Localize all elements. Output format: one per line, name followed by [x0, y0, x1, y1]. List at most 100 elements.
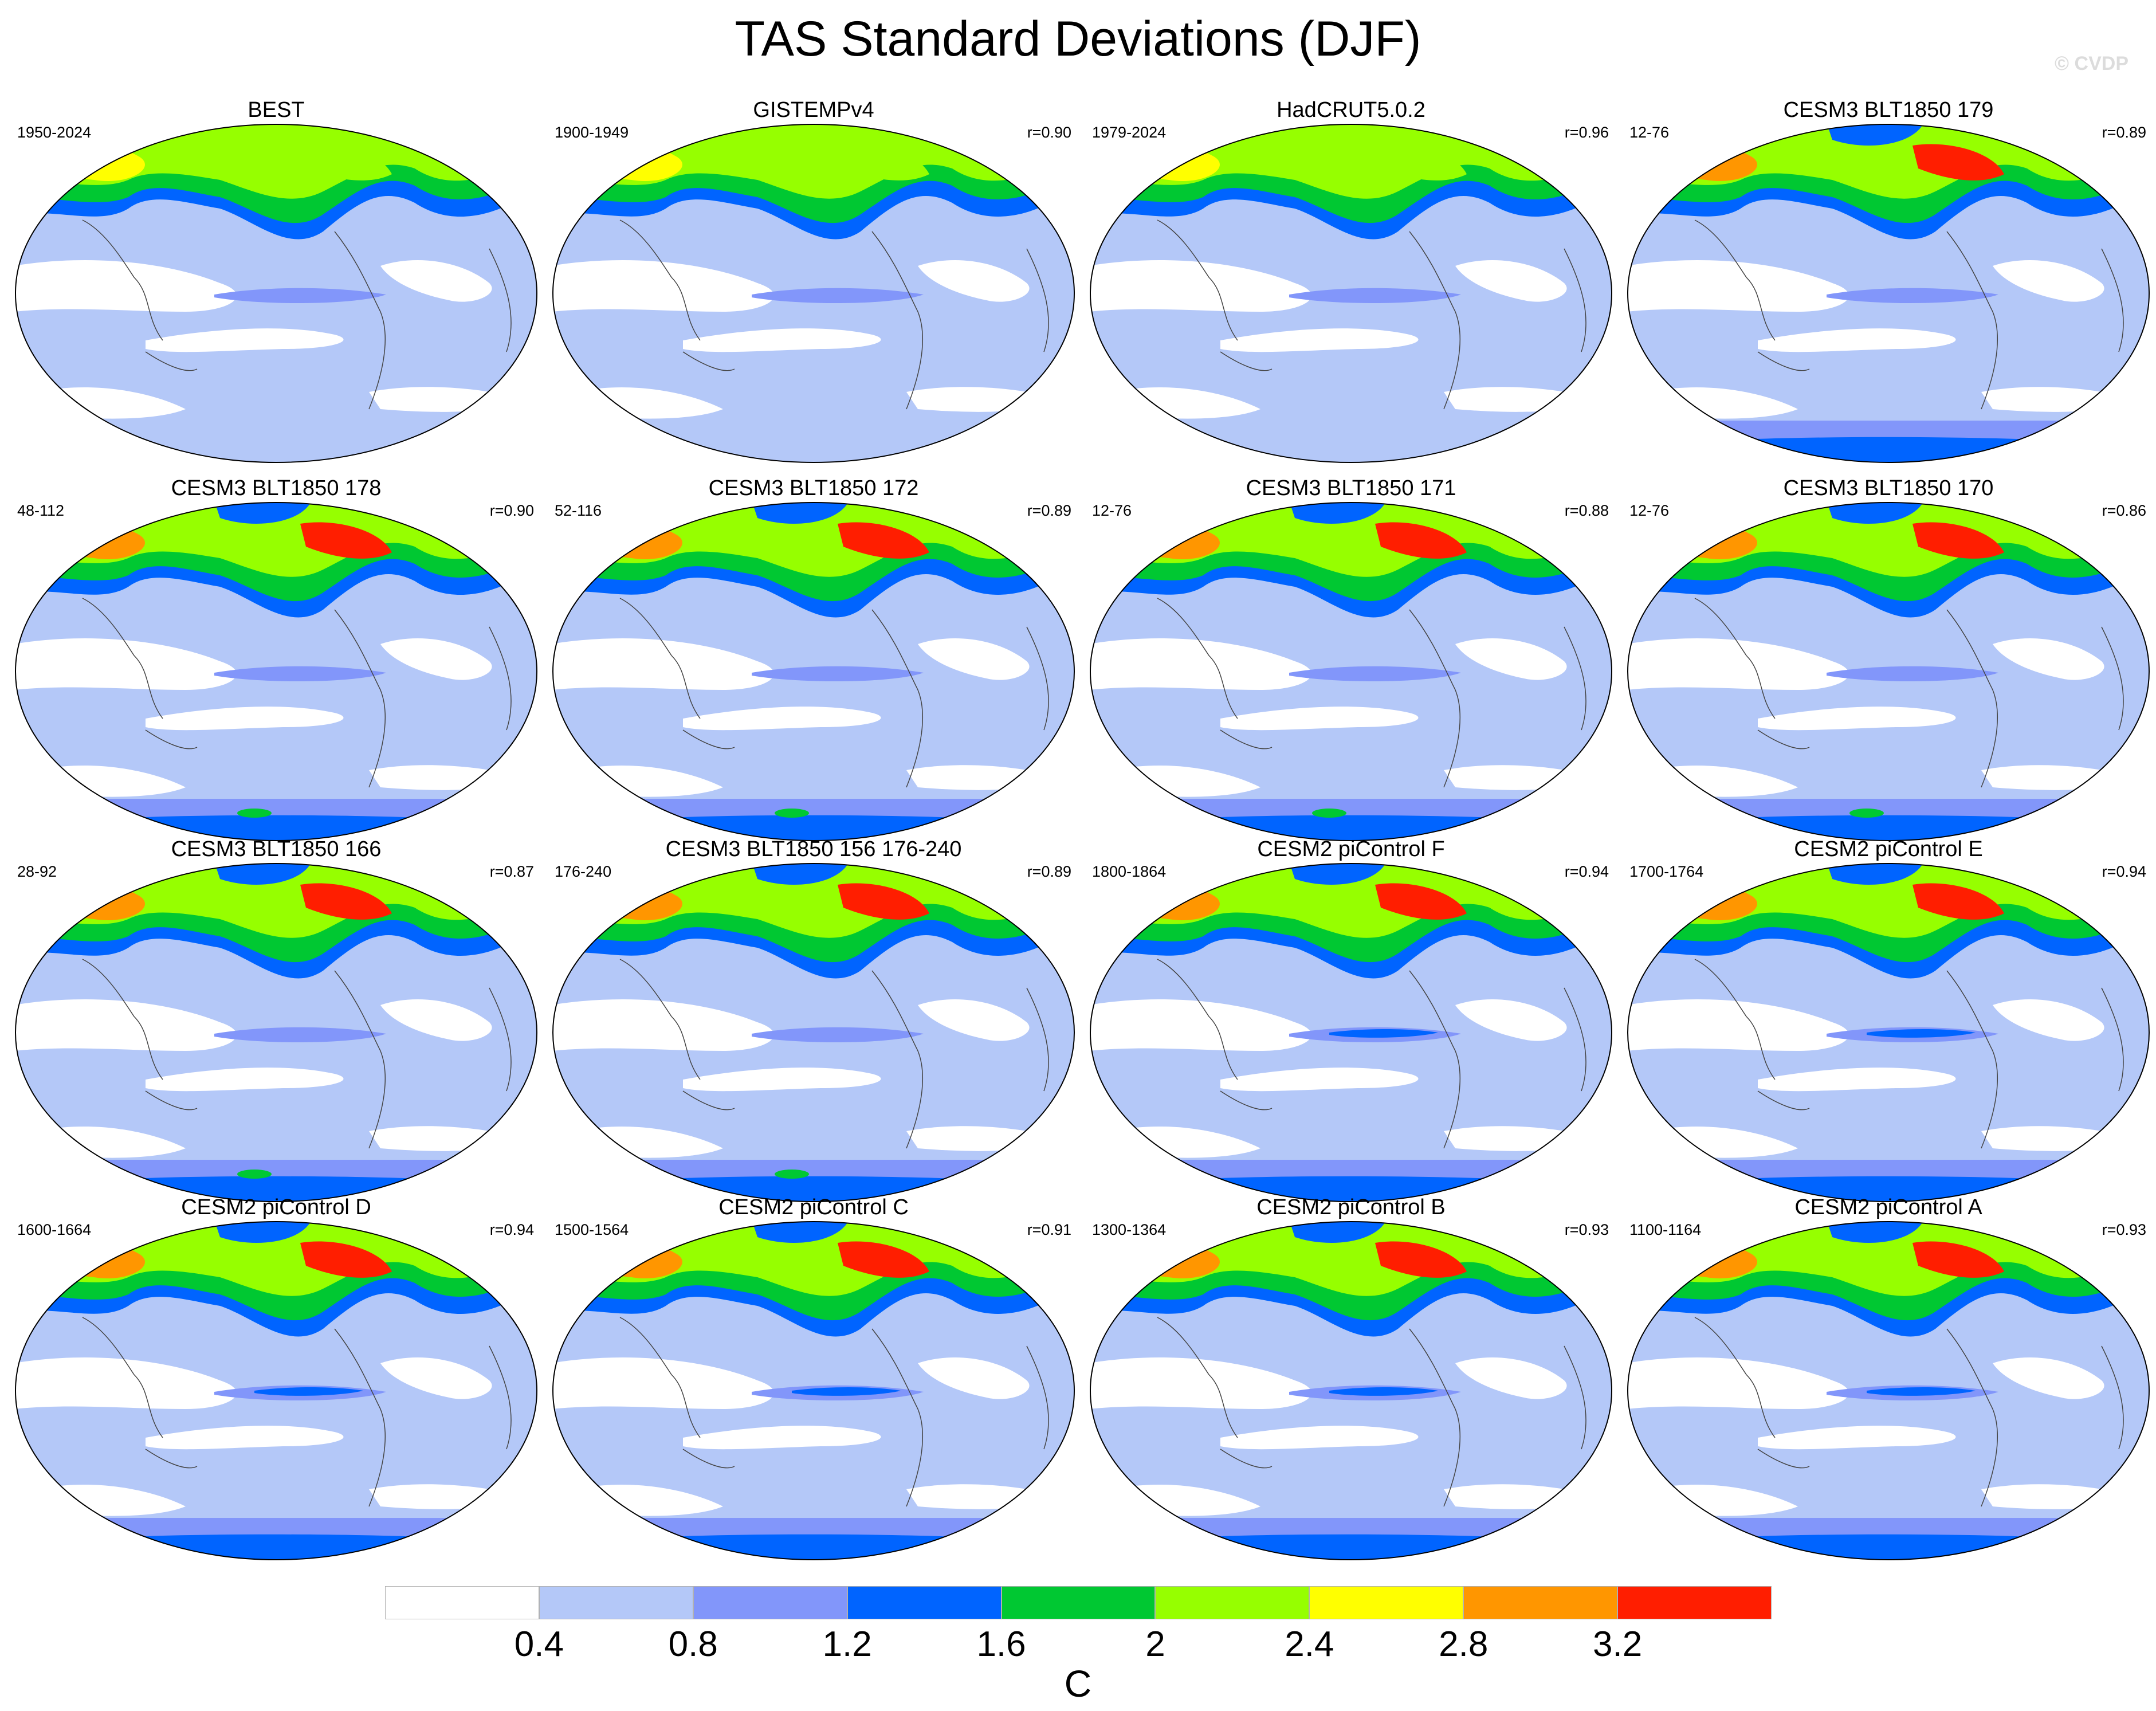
north-america-max [838, 883, 929, 920]
coastline-australia [682, 729, 735, 749]
enso-core [1329, 1029, 1438, 1038]
low-band-south-east [1981, 1484, 2130, 1509]
panel-years: 1950-2024 [17, 124, 92, 141]
arctic-ocean-low [214, 503, 312, 524]
low-band-south-east [1444, 1126, 1593, 1151]
coastline-americas [334, 1328, 386, 1507]
panel-years: 1979-2024 [1092, 124, 1167, 141]
map-border [15, 502, 537, 841]
panel-years: 48-112 [17, 502, 65, 519]
panel-correlation: r=0.90 [489, 502, 534, 519]
low-band-west [15, 1357, 237, 1409]
panel-correlation: r=0.96 [1564, 124, 1609, 141]
low-band-south-east [1444, 387, 1593, 412]
panel-title: HadCRUT5.0.2 [1277, 98, 1425, 122]
low-band-pacific [146, 707, 344, 731]
world-map [15, 863, 537, 1202]
colorbar-tick-label: 0.4 [514, 1624, 564, 1664]
low-band-atlantic [380, 638, 492, 680]
coastline-asia [619, 598, 701, 719]
colorbar [385, 1586, 1772, 1619]
colorbar-swatch [385, 1586, 539, 1619]
map-panel: CESM3 BLT1850 166 28-92 r=0.87 [7, 837, 545, 1209]
low-band-atlantic [1455, 638, 1567, 680]
north-america-max [838, 144, 929, 180]
low-band-west [553, 1357, 774, 1409]
coastline-americas [1946, 231, 1998, 410]
coastline-australia [145, 1090, 198, 1110]
low-band-pacific [1220, 328, 1419, 352]
panel-years: 176-240 [555, 863, 612, 880]
siberia-peak [1660, 888, 1723, 907]
antarctic-band [25, 1534, 529, 1560]
arctic-ocean-low [1827, 864, 1924, 885]
coastline-americas [334, 609, 386, 788]
coastline-americas [1409, 970, 1461, 1149]
coastline-australia [1220, 351, 1273, 371]
coastline-africa [2101, 626, 2124, 731]
siberia-peak [586, 1246, 649, 1265]
colorbar-unit: C [1064, 1662, 1092, 1705]
eurasia-max [31, 1237, 145, 1278]
map-border [15, 863, 537, 1202]
eurasia-max [1106, 1237, 1220, 1278]
low-band-west [15, 638, 237, 690]
eurasia-max [31, 139, 145, 181]
arctic-ocean-low [752, 864, 849, 885]
world-map [1627, 863, 2150, 1202]
coastline-asia [82, 219, 163, 341]
panel-years: 1700-1764 [1629, 863, 1704, 880]
panel-correlation: r=0.94 [1564, 863, 1609, 880]
low-band-atlantic [918, 638, 1030, 680]
map-border [1627, 863, 2150, 1202]
coastline-americas [1946, 1328, 1998, 1507]
panel-correlation: r=0.89 [1027, 502, 1071, 519]
antarctic-spot [775, 809, 809, 818]
map-panel: CESM2 piControl F 1800-1864 r=0.94 [1082, 837, 1620, 1209]
low-band-west [1628, 999, 1849, 1051]
colorbar-swatch [1001, 1586, 1156, 1619]
colorbar-swatch [847, 1586, 1002, 1619]
map-border [1090, 124, 1612, 463]
eurasia-max [1643, 517, 1757, 559]
eurasia-max [568, 1237, 682, 1278]
map-border [552, 1221, 1075, 1560]
coastline-asia [1157, 598, 1238, 719]
panel-correlation: r=0.91 [1027, 1221, 1071, 1238]
coastline-asia [619, 219, 701, 341]
colorbar-swatch [1309, 1586, 1464, 1619]
world-map [1090, 1221, 1612, 1560]
eurasia-max [1643, 878, 1757, 920]
panel-years: 12-76 [1092, 502, 1132, 519]
low-band-pacific [1758, 1426, 1956, 1450]
enso-tongue [214, 288, 386, 304]
coastline-asia [82, 1317, 163, 1438]
world-map [1090, 502, 1612, 841]
coastline-australia [1220, 1090, 1273, 1110]
panel-title: CESM3 BLT1850 170 [1783, 476, 1994, 500]
southern-band [553, 421, 1074, 462]
low-band-south-east [906, 387, 1055, 412]
low-band-pacific [146, 328, 344, 352]
low-band-atlantic [380, 1357, 492, 1399]
antarctic-band [563, 1534, 1067, 1560]
coastline-asia [619, 959, 701, 1080]
panel-years: 12-76 [1629, 124, 1670, 141]
low-band-south-east [906, 1126, 1055, 1151]
map-border [552, 124, 1075, 463]
world-map [1627, 502, 2150, 841]
panel-title: CESM3 BLT1850 166 [171, 837, 382, 861]
low-band-south-east [1981, 1126, 2130, 1151]
low-band-atlantic [1455, 999, 1567, 1041]
eurasia-max [31, 517, 145, 559]
map-border [1090, 863, 1612, 1202]
panel-correlation: r=0.93 [2102, 1221, 2146, 1238]
low-band-west [1090, 1357, 1311, 1409]
panel-years: 28-92 [17, 863, 57, 880]
map-border [15, 124, 537, 463]
eurasia-max [1643, 139, 1757, 181]
panel-years: 52-116 [555, 502, 602, 519]
panel-correlation: r=0.94 [489, 1221, 534, 1238]
low-band-south-east [369, 765, 518, 790]
low-band-west [1090, 638, 1311, 690]
